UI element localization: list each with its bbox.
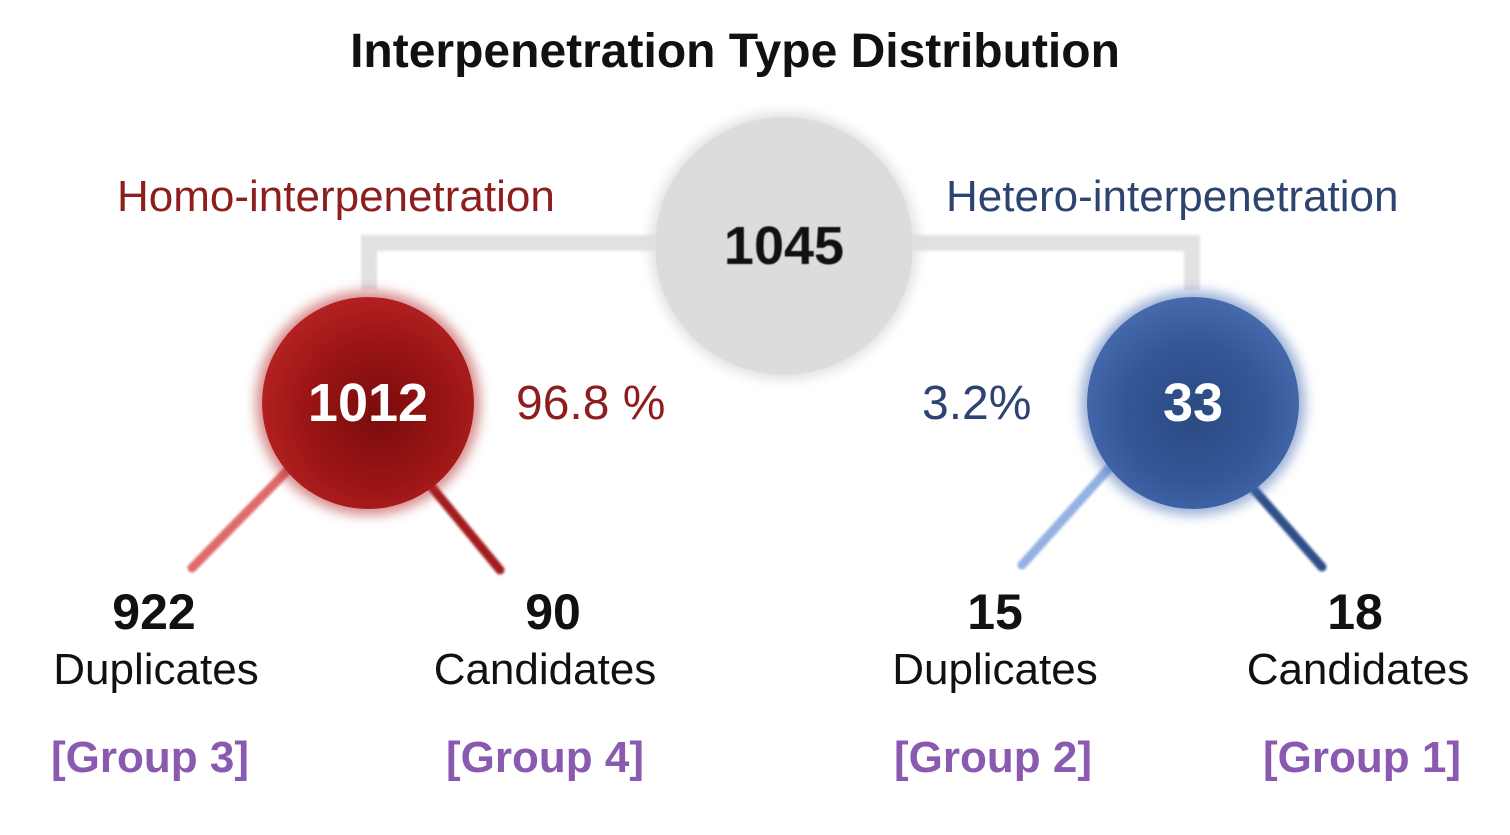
homo-candidates-connector: [425, 480, 505, 575]
homo-percent: 96.8 %: [516, 377, 666, 430]
hetero-candidates-group: [Group 1]: [1263, 733, 1461, 782]
total-count: 1045: [723, 216, 845, 276]
hetero-candidates-count: 18: [1327, 584, 1383, 640]
homo-duplicates-count: 922: [112, 584, 196, 640]
homo-duplicates-group: [Group 3]: [51, 733, 249, 782]
hetero-candidates-connector: [1245, 480, 1327, 572]
homo-circle: 1012: [262, 297, 474, 509]
hetero-duplicates-connector: [1017, 460, 1117, 570]
hetero-count: 33: [1162, 373, 1224, 433]
hetero-percent: 3.2%: [922, 377, 1032, 430]
hetero-duplicates-label: Duplicates: [892, 645, 1098, 694]
diagram-title: Interpenetration Type Distribution: [350, 25, 1120, 78]
homo-candidates-label: Candidates: [433, 645, 657, 694]
homo-branch-label: Homo-interpenetration: [117, 172, 555, 221]
hetero-duplicates-count: 15: [967, 584, 1023, 640]
homo-count: 1012: [307, 373, 429, 433]
root-to-hetero-connector: [913, 235, 1200, 290]
homo-candidates-group: [Group 4]: [446, 733, 644, 782]
root-to-homo-connector: [361, 235, 655, 290]
hetero-duplicates-group: [Group 2]: [894, 733, 1092, 782]
total-circle: 1045: [655, 117, 913, 375]
homo-candidates-count: 90: [525, 584, 581, 640]
hetero-circle: 33: [1087, 297, 1299, 509]
homo-duplicates-label: Duplicates: [53, 645, 259, 694]
homo-duplicates-connector: [187, 465, 293, 573]
hetero-branch-label: Hetero-interpenetration: [946, 172, 1399, 221]
hetero-candidates-label: Candidates: [1246, 645, 1470, 694]
